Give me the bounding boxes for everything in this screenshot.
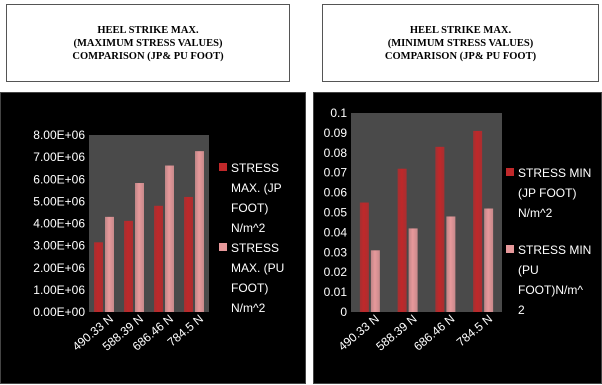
bar-series1-4	[473, 130, 483, 312]
legend-swatch-series1	[219, 163, 227, 171]
bar-series2-4	[195, 151, 204, 312]
legend-label-series2: STRESS MIN (PU FOOT)N/m^ 2	[518, 243, 591, 317]
bar-series1-3	[435, 146, 445, 312]
bar-series1-3	[154, 205, 163, 312]
bar-series1-2	[397, 168, 407, 312]
bar-series2-1	[370, 250, 380, 312]
y-tick-label: 0.01	[324, 285, 348, 299]
y-tick-label: 0	[340, 305, 347, 319]
max-stress-bar-chart: 0.00E+00 1.00E+06 2.00E+06 3.00E+06 4.00E+06…	[33, 128, 284, 354]
y-tick-label: 0.08	[324, 146, 348, 160]
y-tick-label: 0.02	[324, 265, 348, 279]
bar-series2-1	[105, 216, 114, 312]
chart-title-box-left: HEEL STRIKE MAX. (MAXIMUM STRESS VALUES)…	[6, 4, 290, 82]
legend-label-series1: STRESS MIN (JP FOOT) N/m^2	[518, 166, 591, 220]
legend-swatch-series2	[506, 245, 514, 253]
legend-label-series2: STRESS MAX. (PU FOOT) N/m^2	[231, 241, 284, 315]
bar-series2-4	[484, 208, 494, 312]
bar-series2-3	[165, 165, 174, 312]
y-tick-label: 5.00E+06	[33, 194, 85, 208]
bar-series2-2	[135, 183, 144, 312]
legend-swatch-series1	[506, 168, 514, 176]
chart-panel-min-stress: 0 0.01 0.02 0.03 0.04 0.05 0.06 0.07 0.08 0.09 0.1…	[313, 92, 602, 384]
bar-series2-3	[446, 216, 456, 312]
x-tick-label: 588.39 N	[373, 312, 419, 354]
y-tick-label: 3.00E+06	[33, 239, 85, 253]
y-tick-label: 0.00E+00	[33, 305, 85, 319]
chart-title-box-right: HEEL STRIKE MAX. (MINIMUM STRESS VALUES)…	[322, 4, 599, 82]
bar-series1-1	[94, 242, 103, 312]
bar-series1-1	[359, 202, 369, 312]
y-tick-label: 6.00E+06	[33, 172, 85, 186]
min-stress-bar-chart: 0 0.01 0.02 0.03 0.04 0.05 0.06 0.07 0.08 0.09 0.1…	[324, 106, 592, 354]
bar-series1-2	[124, 220, 133, 312]
y-tick-label: 2.00E+06	[33, 261, 85, 275]
bar-series1-4	[184, 196, 193, 312]
y-tick-label: 1.00E+06	[33, 283, 85, 297]
y-tick-label: 0.07	[324, 166, 348, 180]
y-tick-label: 0.05	[324, 206, 348, 220]
chart-panel-max-stress: 0.00E+00 1.00E+06 2.00E+06 3.00E+06 4.00E+06…	[0, 92, 306, 384]
chart-title-right: HEEL STRIKE MAX. (MINIMUM STRESS VALUES)…	[384, 24, 537, 62]
y-tick-label: 8.00E+06	[33, 128, 85, 142]
legend-swatch-series2	[219, 243, 227, 251]
y-tick-label: 7.00E+06	[33, 150, 85, 164]
x-tick-label: 686.46 N	[411, 312, 457, 354]
y-tick-label: 0.1	[330, 106, 347, 120]
bar-series2-2	[408, 228, 418, 312]
y-tick-label: 0.03	[324, 245, 348, 259]
y-tick-label: 0.04	[324, 225, 348, 239]
x-tick-label: 784.5 N	[454, 312, 495, 350]
y-tick-label: 0.06	[324, 186, 348, 200]
y-tick-label: 0.09	[324, 126, 348, 140]
y-tick-label: 4.00E+06	[33, 217, 85, 231]
legend-label-series1: STRESS MAX. (JP FOOT) N/m^2	[231, 161, 282, 235]
chart-title-left: HEEL STRIKE MAX. (MAXIMUM STRESS VALUES)…	[72, 24, 224, 62]
